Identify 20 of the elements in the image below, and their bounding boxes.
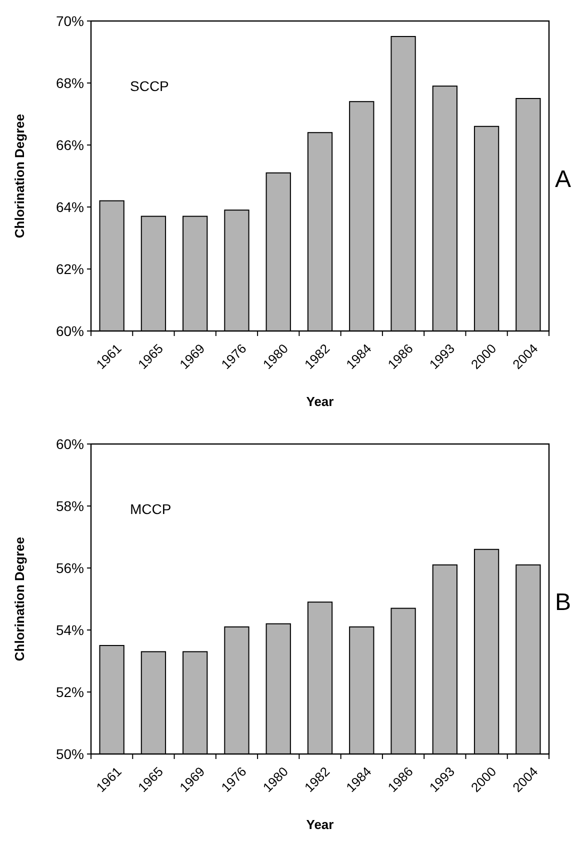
y-tick-label: 60% bbox=[56, 436, 84, 452]
y-tick-label: 52% bbox=[56, 684, 84, 700]
y-tick-label: 62% bbox=[56, 260, 84, 277]
annotation: MCCP bbox=[130, 501, 172, 517]
x-axis-title: Year bbox=[306, 394, 334, 409]
y-tick-label: 70% bbox=[56, 12, 84, 29]
y-tick-label: 68% bbox=[56, 74, 84, 91]
y-axis-title: Chlorination Degree bbox=[12, 536, 27, 662]
annotation: SCCP bbox=[130, 78, 169, 94]
y-tick-label: 54% bbox=[56, 622, 84, 638]
x-axis-title: Year bbox=[306, 817, 334, 832]
y-tick-label: 58% bbox=[56, 498, 84, 514]
text: A bbox=[555, 166, 572, 193]
y-tick-label: 64% bbox=[56, 198, 84, 215]
y-tick-label: 56% bbox=[56, 560, 84, 576]
text: B bbox=[555, 589, 572, 616]
y-tick-label: 66% bbox=[56, 136, 84, 153]
y-tick-label: 60% bbox=[56, 322, 84, 339]
y-tick-label: 50% bbox=[56, 746, 84, 762]
y-axis-title: Chlorination Degree bbox=[12, 114, 27, 238]
